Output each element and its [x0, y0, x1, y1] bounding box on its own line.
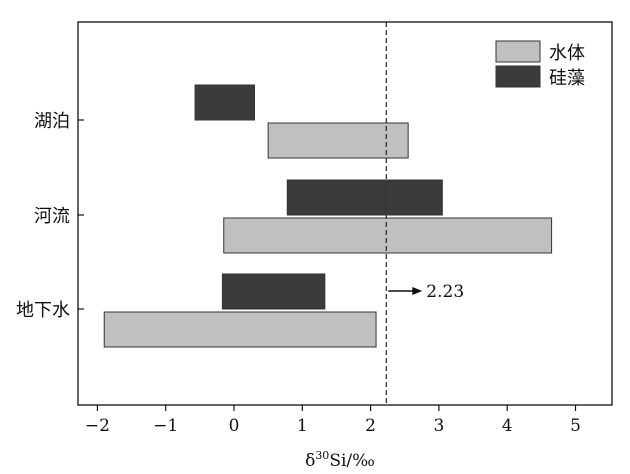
reference-annotation: 2.23 — [388, 282, 464, 302]
x-tick-label: −2 — [85, 416, 110, 436]
legend-swatch-water — [495, 40, 541, 63]
x-axis-title-rest: Si/‰ — [329, 451, 375, 471]
x-tick-label: 4 — [502, 416, 513, 436]
legend-swatch-diatom — [495, 65, 541, 88]
x-tick-label: −1 — [153, 416, 178, 436]
bar-diatom-0 — [194, 84, 255, 121]
category-label: 地下水 — [16, 300, 70, 321]
legend-label-water: 水体 — [549, 43, 585, 64]
x-tick-label: 2 — [365, 416, 376, 436]
legend-label-diatom: 硅藻 — [549, 68, 585, 89]
bars-group — [103, 84, 553, 348]
x-axis-title-prefix: δ — [305, 451, 315, 471]
annotation-label: 2.23 — [426, 282, 464, 302]
annotation-arrowhead — [412, 287, 423, 295]
x-axis-title: δ30Si/‰ — [305, 449, 375, 471]
bar-water-1 — [223, 217, 553, 254]
x-tick-label: 3 — [433, 416, 444, 436]
x-axis-title-superscript: 30 — [315, 449, 329, 462]
bar-water-0 — [267, 122, 409, 159]
category-label: 湖泊 — [34, 111, 70, 132]
bar-diatom-2 — [221, 273, 326, 310]
x-tick-label: 1 — [297, 416, 308, 436]
bar-water-2 — [103, 311, 377, 348]
x-axis: −2 −1 0 1 2 3 4 5 — [85, 405, 581, 436]
x-tick-label: 0 — [229, 416, 240, 436]
category-label: 河流 — [34, 206, 70, 227]
x-tick-label: 5 — [570, 416, 581, 436]
plot-frame — [77, 21, 613, 406]
bar-diatom-1 — [286, 179, 443, 216]
